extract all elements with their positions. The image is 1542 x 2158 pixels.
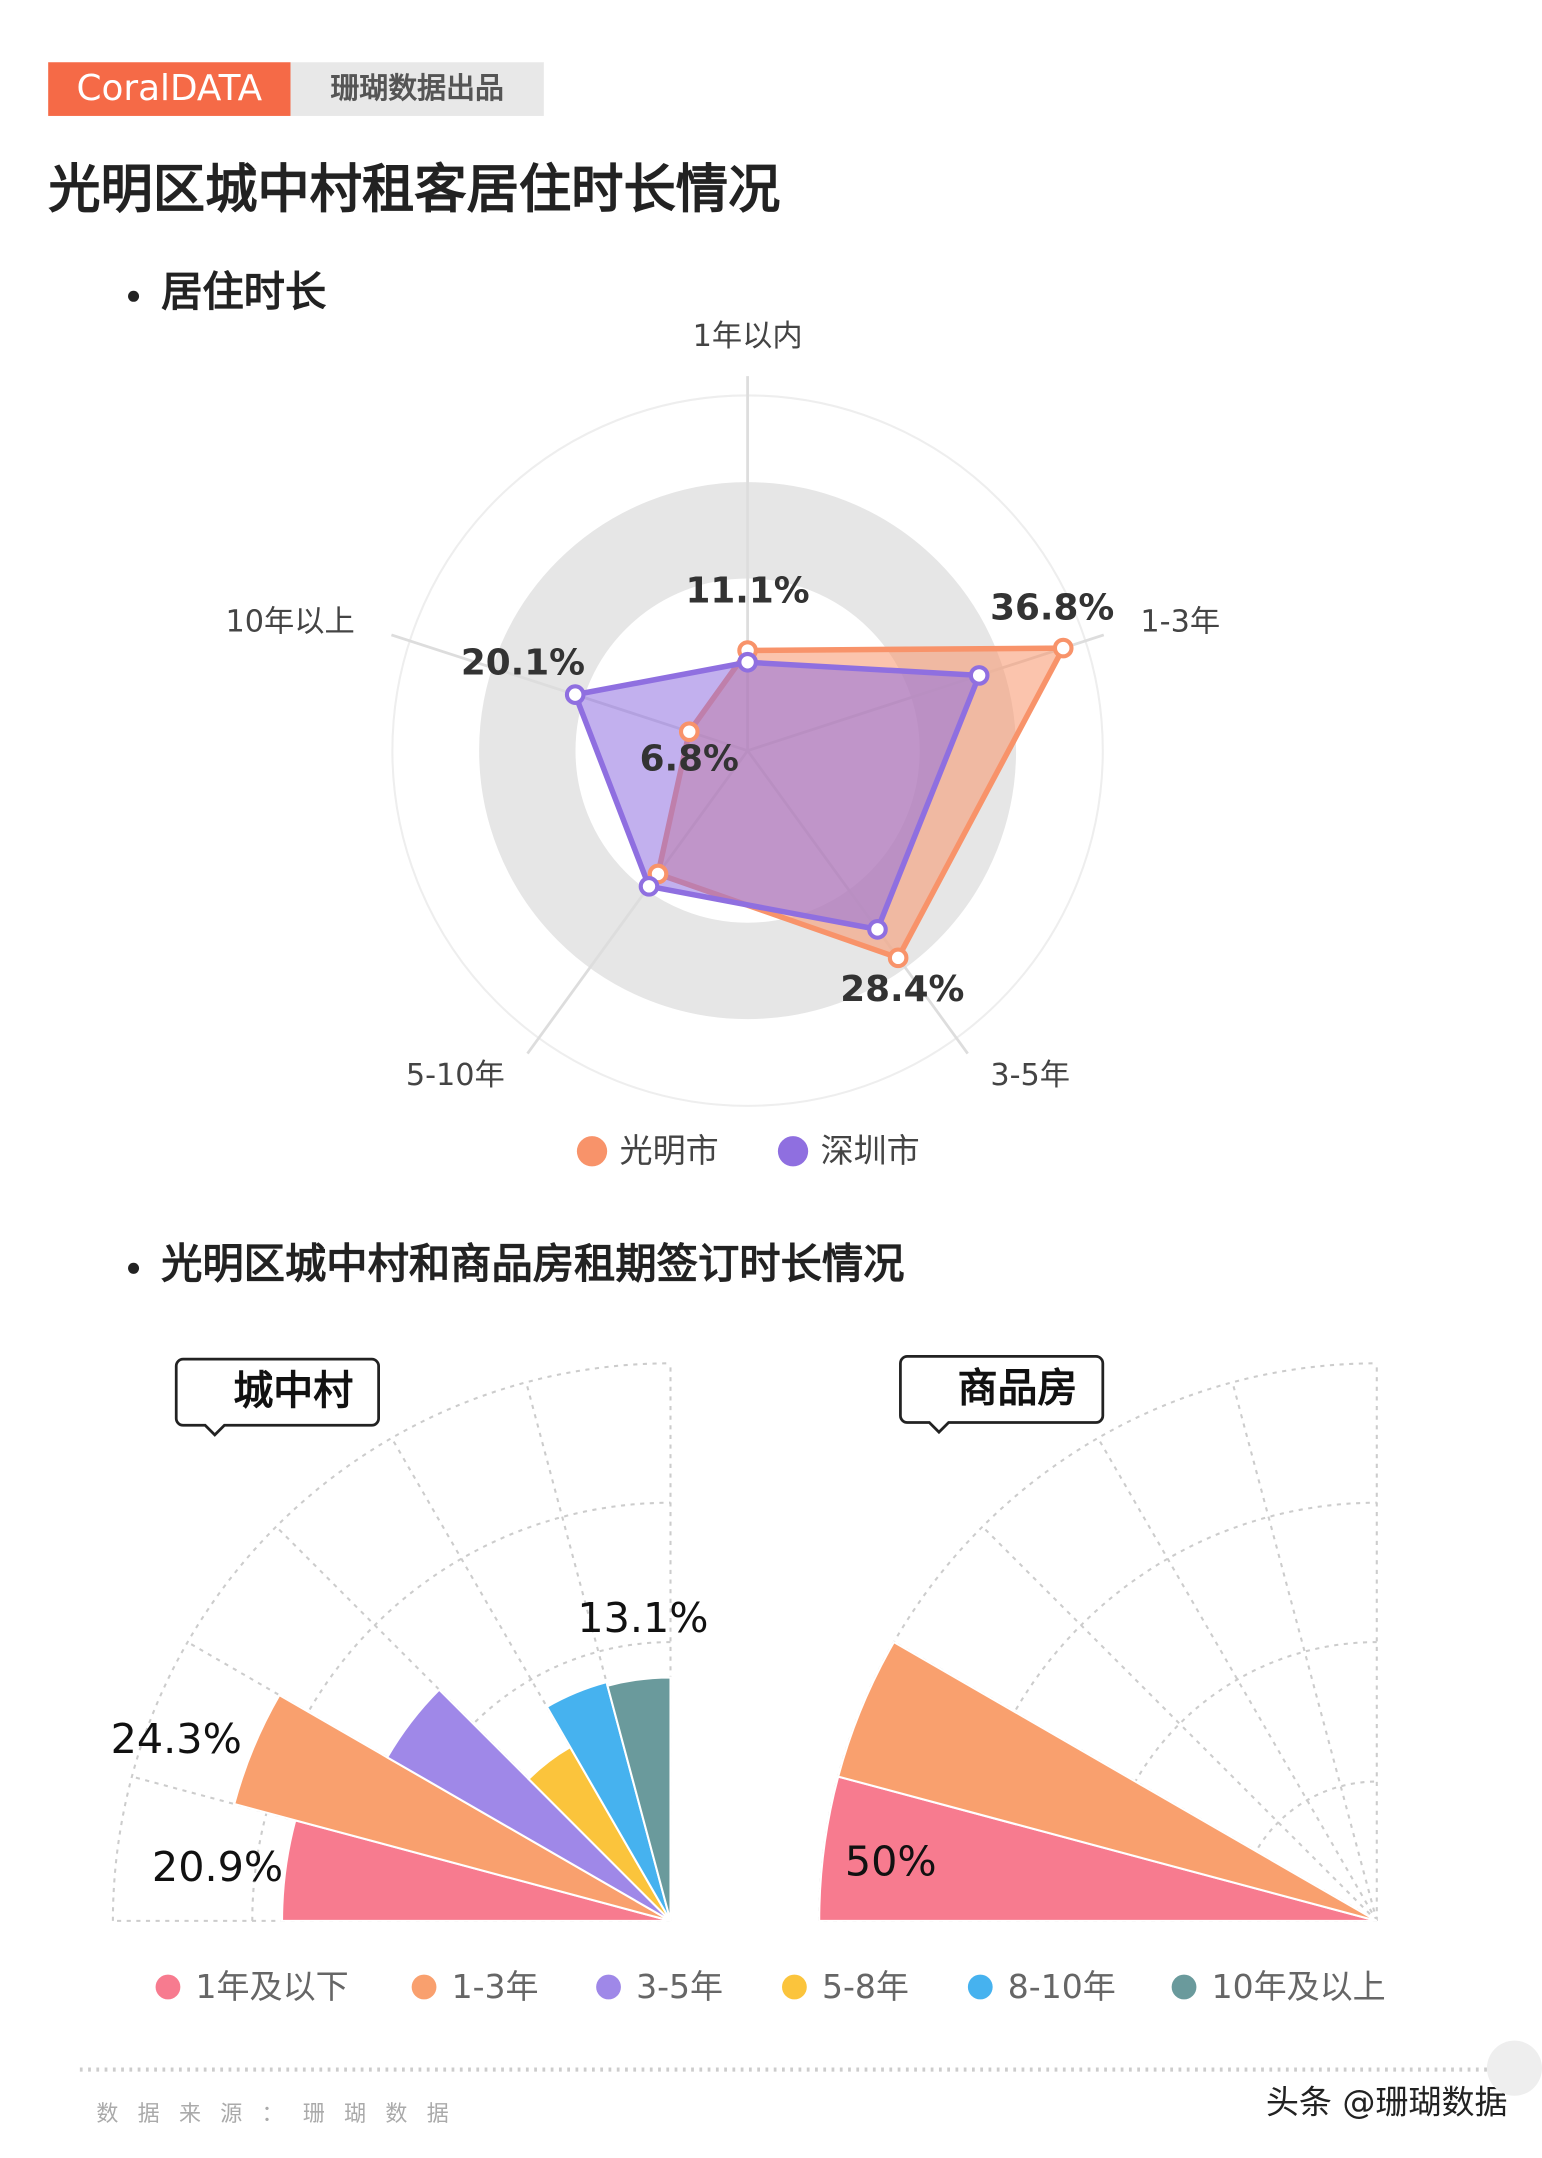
data-label: 20.1% bbox=[461, 642, 585, 683]
grid-arc bbox=[818, 1362, 1377, 1921]
legend-label: 5-8年 bbox=[822, 1967, 909, 2006]
credit: 头条 @珊瑚数据 bbox=[1266, 2083, 1508, 2122]
panel-tag: 城中村 bbox=[233, 1368, 353, 1414]
data-label: 28.4% bbox=[840, 969, 964, 1010]
axis-label: 1年以内 bbox=[693, 319, 803, 354]
tag-box bbox=[290, 62, 544, 116]
bullet bbox=[128, 1262, 140, 1274]
axis-label: 5-10年 bbox=[406, 1058, 505, 1093]
polar-bar bbox=[232, 1693, 672, 1922]
grid-spoke bbox=[525, 1382, 672, 1922]
polar-bar bbox=[836, 1640, 1378, 1922]
radar-point bbox=[1052, 637, 1074, 659]
data-label: 24.3% bbox=[111, 1715, 242, 1763]
data-label: 6.8% bbox=[640, 739, 739, 780]
page-title: 光明区城中村租客居住时长情况 bbox=[48, 159, 780, 220]
legend-label: 光明市 bbox=[620, 1131, 719, 1170]
legend-swatch bbox=[782, 1974, 807, 2000]
axis-label: 3-5年 bbox=[990, 1058, 1070, 1093]
grid-spoke bbox=[131, 1775, 671, 1922]
radar-point bbox=[887, 947, 909, 969]
data-label: 50% bbox=[845, 1837, 937, 1885]
axis-label: 1-3年 bbox=[1140, 605, 1220, 640]
axis-label: 10年以上 bbox=[225, 605, 354, 640]
polar-bar bbox=[385, 1688, 672, 1922]
legend-swatch bbox=[967, 1974, 993, 2000]
grid-spoke bbox=[187, 1641, 672, 1922]
logo-icon bbox=[1486, 2040, 1542, 2096]
grid-arc bbox=[111, 1362, 671, 1921]
grid-spoke bbox=[390, 1437, 672, 1922]
radar-point bbox=[968, 665, 990, 686]
data-label: 20.9% bbox=[152, 1843, 283, 1891]
tag: 珊瑚数据出品 bbox=[330, 71, 503, 105]
radar-point bbox=[638, 876, 660, 897]
legend-label: 1年及以下 bbox=[196, 1967, 349, 2006]
radar-point bbox=[737, 651, 758, 673]
legend-swatch bbox=[576, 1136, 608, 1167]
data-label: 13.1% bbox=[577, 1594, 708, 1642]
source: 数据来源：珊瑚数据 bbox=[96, 2102, 468, 2127]
legend-label: 深圳市 bbox=[821, 1131, 920, 1170]
grid-spoke bbox=[1231, 1382, 1378, 1922]
legend-swatch bbox=[155, 1974, 181, 2000]
panel-tag-box bbox=[899, 1355, 1105, 1435]
section-title: 居住时长 bbox=[161, 268, 327, 316]
legend-swatch bbox=[777, 1136, 809, 1167]
grid-spoke bbox=[1097, 1437, 1378, 1922]
radar-point bbox=[867, 919, 888, 940]
data-label: 11.1% bbox=[686, 571, 810, 612]
data-label: 36.8% bbox=[990, 588, 1114, 629]
legend-label: 10年及以上 bbox=[1212, 1967, 1386, 2006]
panel-tag: 商品房 bbox=[958, 1365, 1078, 1411]
legend-swatch bbox=[596, 1974, 621, 2000]
radar-area bbox=[572, 659, 982, 933]
grid-spoke bbox=[275, 1525, 672, 1922]
bullet bbox=[128, 290, 140, 302]
grid-spoke bbox=[981, 1525, 1378, 1922]
legend-label: 1-3年 bbox=[452, 1967, 539, 2006]
legend-swatch bbox=[1171, 1974, 1197, 2000]
legend-label: 8-10年 bbox=[1008, 1967, 1116, 2006]
legend-label: 3-5年 bbox=[636, 1967, 723, 2006]
brand: CoralDATA bbox=[77, 68, 263, 109]
polar-bar bbox=[606, 1676, 672, 1922]
polar-bar bbox=[545, 1680, 672, 1922]
radar-point bbox=[564, 684, 586, 705]
brand-box bbox=[48, 62, 291, 116]
panel-tag-box bbox=[174, 1357, 380, 1437]
legend-swatch bbox=[411, 1974, 437, 2000]
section-title: 光明区城中村和商品房租期签订时长情况 bbox=[161, 1240, 904, 1288]
radar-point bbox=[678, 721, 700, 743]
